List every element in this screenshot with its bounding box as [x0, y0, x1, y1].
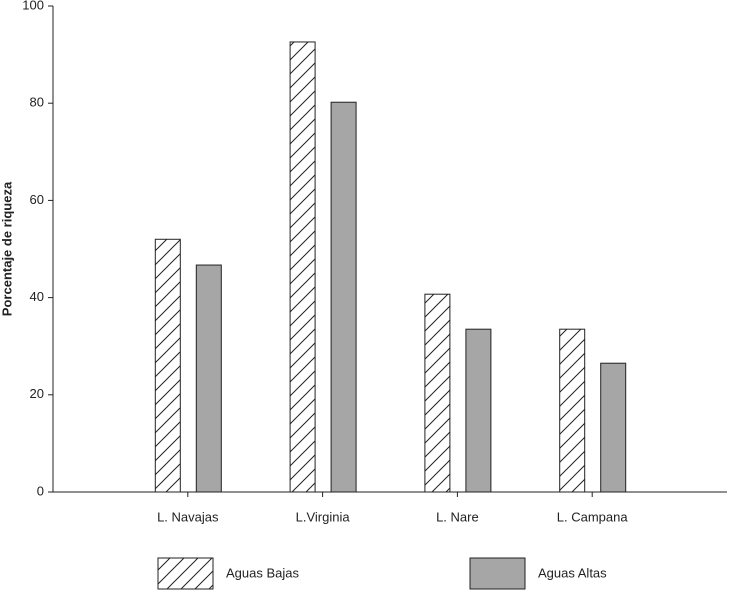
x-tick-label: L. Nare — [436, 509, 479, 524]
bar — [195, 264, 222, 493]
y-tick-label: 100 — [22, 0, 44, 12]
legend-label: Aguas Bajas — [226, 565, 299, 580]
y-axis-label: Porcentaje de riqueza — [0, 181, 14, 316]
y-tick-label: 0 — [37, 483, 44, 498]
bar — [424, 293, 451, 493]
bar — [154, 238, 181, 493]
legend-swatch — [469, 557, 526, 590]
legend-swatch — [157, 557, 214, 590]
bar — [559, 328, 586, 493]
bar — [330, 101, 357, 493]
x-tick-label: L. Navajas — [157, 509, 219, 524]
bar — [289, 41, 316, 493]
bar — [600, 362, 627, 493]
y-tick-label: 20 — [30, 386, 44, 401]
x-tick-label: L.Virginia — [296, 509, 351, 524]
legend-label: Aguas Altas — [538, 565, 607, 580]
y-tick-label: 40 — [30, 289, 44, 304]
bar — [465, 328, 492, 493]
x-tick-label: L. Campana — [557, 509, 629, 524]
y-tick-label: 60 — [30, 192, 44, 207]
y-tick-label: 80 — [30, 95, 44, 110]
